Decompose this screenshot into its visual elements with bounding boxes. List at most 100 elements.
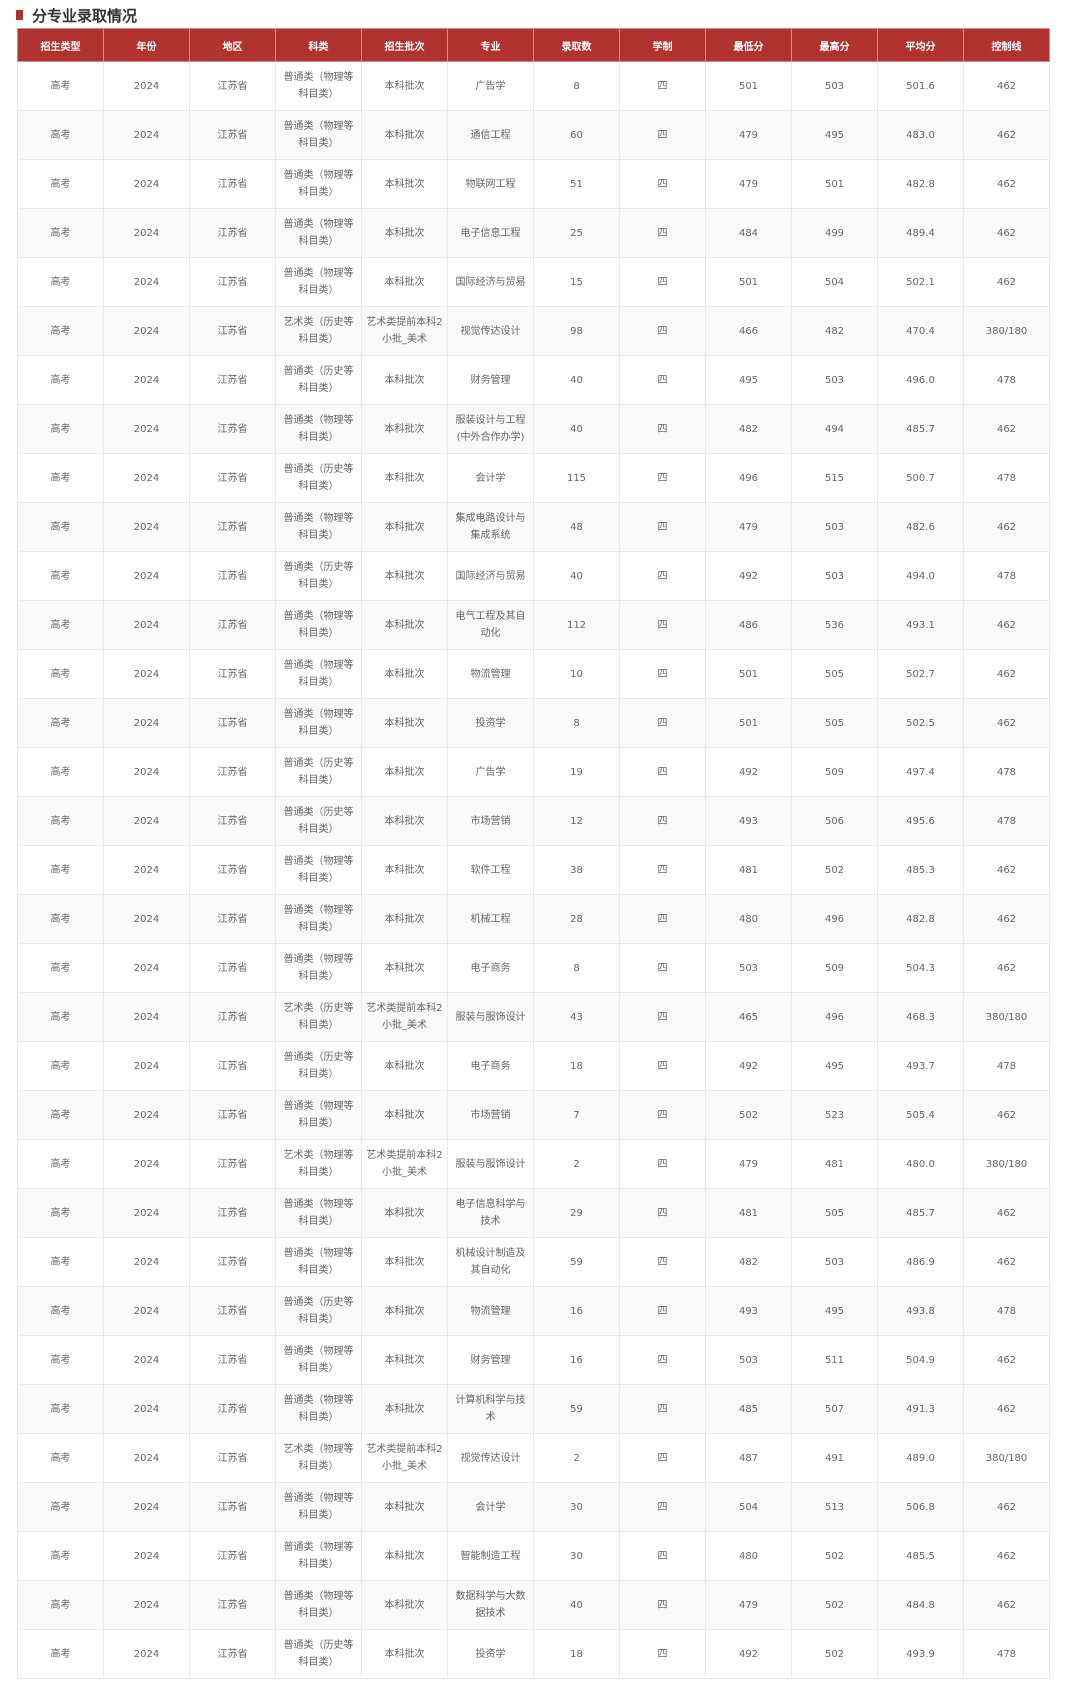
cell-subject-category: 普通类（物理等科目类） — [275, 404, 362, 454]
cell-avg-score: 493.9 — [877, 1629, 964, 1679]
cell-avg-score: 493.8 — [877, 1286, 964, 1336]
cell-major: 服装设计与工程(中外合作办学) — [447, 404, 534, 454]
cell-admitted-count: 40 — [533, 1580, 620, 1630]
cell-subject-category: 普通类（历史等科目类） — [275, 453, 362, 503]
cell-avg-score: 485.7 — [877, 1188, 964, 1238]
cell-min-score: 503 — [705, 943, 792, 993]
cell-control-line: 462 — [963, 208, 1050, 258]
cell-min-score: 493 — [705, 1286, 792, 1336]
cell-major: 投资学 — [447, 1629, 534, 1679]
cell-batch: 本科批次 — [361, 1335, 448, 1385]
cell-min-score: 482 — [705, 404, 792, 454]
cell-min-score: 501 — [705, 698, 792, 748]
cell-max-score: 496 — [791, 992, 878, 1042]
cell-subject-category: 艺术类（物理等科目类） — [275, 1139, 362, 1189]
cell-major: 市场营销 — [447, 796, 534, 846]
cell-max-score: 502 — [791, 1531, 878, 1581]
cell-avg-score: 494.0 — [877, 551, 964, 601]
cell-min-score: 493 — [705, 796, 792, 846]
cell-year: 2024 — [103, 1384, 190, 1434]
cell-subject-category: 普通类（物理等科目类） — [275, 698, 362, 748]
cell-region: 江苏省 — [189, 1629, 276, 1679]
cell-subject-category: 普通类（物理等科目类） — [275, 208, 362, 258]
cell-admitted-count: 18 — [533, 1041, 620, 1091]
cell-region: 江苏省 — [189, 943, 276, 993]
cell-major: 电子商务 — [447, 1041, 534, 1091]
cell-max-score: 501 — [791, 159, 878, 209]
cell-subject-category: 普通类（物理等科目类） — [275, 1237, 362, 1287]
cell-region: 江苏省 — [189, 404, 276, 454]
cell-avg-score: 502.5 — [877, 698, 964, 748]
table-row: 高考 2024 江苏省 艺术类（物理等科目类） 艺术类提前本科2小批_美术 视觉传达设计 2… — [17, 1433, 1050, 1483]
cell-min-score: 487 — [705, 1433, 792, 1483]
cell-major: 电子商务 — [447, 943, 534, 993]
cell-min-score: 466 — [705, 306, 792, 356]
cell-min-score: 486 — [705, 600, 792, 650]
column-header-major: 专业 — [447, 28, 534, 62]
cell-region: 江苏省 — [189, 1335, 276, 1385]
cell-min-score: 501 — [705, 649, 792, 699]
cell-duration: 四 — [619, 698, 706, 748]
cell-control-line: 462 — [963, 845, 1050, 895]
cell-enroll-type: 高考 — [17, 1482, 104, 1532]
table-row: 高考 2024 江苏省 普通类（物理等科目类） 本科批次 国际经济与贸易 15 四 501 504… — [17, 257, 1050, 307]
cell-subject-category: 普通类（历史等科目类） — [275, 1286, 362, 1336]
cell-max-score: 503 — [791, 502, 878, 552]
cell-control-line: 462 — [963, 1237, 1050, 1287]
cell-max-score: 482 — [791, 306, 878, 356]
cell-min-score: 479 — [705, 1139, 792, 1189]
cell-admitted-count: 30 — [533, 1482, 620, 1532]
cell-year: 2024 — [103, 551, 190, 601]
table-row: 高考 2024 江苏省 普通类（物理等科目类） 本科批次 投资学 8 四 501 505 502.5… — [17, 698, 1050, 748]
cell-duration: 四 — [619, 747, 706, 797]
table-row: 高考 2024 江苏省 普通类（物理等科目类） 本科批次 市场营销 7 四 502 523 505.… — [17, 1090, 1050, 1140]
cell-admitted-count: 51 — [533, 159, 620, 209]
cell-enroll-type: 高考 — [17, 845, 104, 895]
table-header-row: 招生类型 年份 地区 科类 招生批次 专业 录取数 学制 最低分 最高分 平均分 控制线 — [17, 28, 1050, 62]
cell-subject-category: 普通类（历史等科目类） — [275, 551, 362, 601]
cell-avg-score: 485.3 — [877, 845, 964, 895]
cell-avg-score: 484.8 — [877, 1580, 964, 1630]
cell-region: 江苏省 — [189, 502, 276, 552]
cell-batch: 本科批次 — [361, 894, 448, 944]
cell-major: 投资学 — [447, 698, 534, 748]
cell-max-score: 509 — [791, 943, 878, 993]
cell-year: 2024 — [103, 1237, 190, 1287]
cell-control-line: 462 — [963, 1482, 1050, 1532]
cell-major: 财务管理 — [447, 1335, 534, 1385]
cell-enroll-type: 高考 — [17, 600, 104, 650]
cell-major: 物联网工程 — [447, 159, 534, 209]
cell-region: 江苏省 — [189, 796, 276, 846]
title-marker-icon — [16, 10, 23, 20]
cell-subject-category: 普通类（物理等科目类） — [275, 257, 362, 307]
cell-avg-score: 486.9 — [877, 1237, 964, 1287]
cell-min-score: 480 — [705, 894, 792, 944]
cell-region: 江苏省 — [189, 61, 276, 111]
cell-major: 会计学 — [447, 1482, 534, 1532]
cell-max-score: 502 — [791, 1580, 878, 1630]
table-row: 高考 2024 江苏省 普通类（物理等科目类） 本科批次 通信工程 60 四 479 495 483… — [17, 110, 1050, 160]
cell-avg-score: 482.8 — [877, 894, 964, 944]
table-row: 高考 2024 江苏省 普通类（物理等科目类） 本科批次 智能制造工程 30 四 480 502 4… — [17, 1531, 1050, 1581]
cell-batch: 本科批次 — [361, 1384, 448, 1434]
cell-admitted-count: 115 — [533, 453, 620, 503]
cell-region: 江苏省 — [189, 306, 276, 356]
cell-admitted-count: 59 — [533, 1237, 620, 1287]
cell-control-line: 478 — [963, 453, 1050, 503]
cell-duration: 四 — [619, 943, 706, 993]
cell-year: 2024 — [103, 404, 190, 454]
cell-major: 广告学 — [447, 61, 534, 111]
cell-subject-category: 普通类（历史等科目类） — [275, 1041, 362, 1091]
cell-batch: 艺术类提前本科2小批_美术 — [361, 1139, 448, 1189]
cell-control-line: 380/180 — [963, 1139, 1050, 1189]
cell-region: 江苏省 — [189, 257, 276, 307]
cell-duration: 四 — [619, 453, 706, 503]
cell-region: 江苏省 — [189, 110, 276, 160]
cell-control-line: 478 — [963, 1629, 1050, 1679]
cell-major: 国际经济与贸易 — [447, 551, 534, 601]
cell-region: 江苏省 — [189, 747, 276, 797]
cell-major: 市场营销 — [447, 1090, 534, 1140]
cell-enroll-type: 高考 — [17, 306, 104, 356]
cell-year: 2024 — [103, 453, 190, 503]
cell-admitted-count: 112 — [533, 600, 620, 650]
